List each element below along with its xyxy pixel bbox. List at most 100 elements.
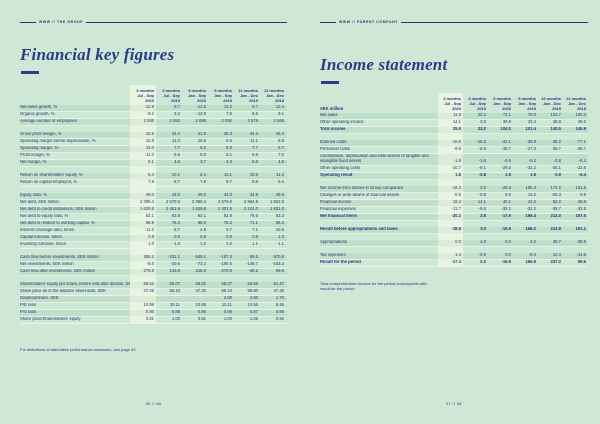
column-header: 9 months Jan - Sep 2020 [188, 88, 206, 103]
column-header: 12 months Jan - Dec 2019 [237, 88, 258, 103]
running-header-left: WWW // THE GROUP [20, 20, 287, 24]
cell: -17.4 [438, 259, 463, 266]
spacer-cell [438, 233, 463, 240]
cell: 1.9 [530, 171, 536, 177]
header-rule [86, 21, 287, 23]
row-spacer [320, 179, 588, 186]
row-label: Profit margin, % [20, 153, 50, 158]
row-spacer [20, 276, 287, 282]
cell: 56.10 [221, 288, 232, 294]
column-header: 12 months Jan - Dec 2018 [565, 96, 586, 111]
cell: 4.3 [226, 159, 232, 165]
cell: 4.0 [480, 238, 486, 244]
cell: 10.1 [171, 172, 180, 178]
cell: -6.4 [578, 171, 586, 177]
cell: 14.1 [438, 119, 463, 126]
table-row: Return on capital employed, % 7.8 8.7 7.8 8.… [20, 179, 287, 187]
cell: 1.00 [223, 316, 232, 322]
cell: 7.7 [174, 145, 180, 151]
key-figures-table: 3 months Jul - Sep 2020 3 months Jul - Sep 20… [20, 85, 287, 324]
cell: 6.7 [174, 227, 180, 233]
cell: 2 964.8 [244, 199, 258, 205]
cell: 7.8 [130, 179, 156, 186]
row-label: Equity ratio, % [20, 193, 47, 198]
cell: -4.6 [503, 157, 511, 163]
cell: 10.1 [223, 172, 232, 178]
row-label: Tax expenses [320, 252, 346, 257]
cell: 7.0 [278, 152, 284, 158]
row-label: Organic growth, % [20, 112, 55, 117]
cell: -10.7 [438, 165, 463, 172]
cell: 104.0 [500, 126, 511, 132]
cell: 40.1 [502, 198, 511, 204]
cell: 2 401.9 [218, 206, 232, 212]
row-label: Return on capital employed, % [20, 180, 78, 185]
cell: 9.1 [278, 111, 284, 117]
running-header-right: WWW // PARENT COMPANY [320, 20, 588, 24]
cell: 0.92 [275, 316, 284, 322]
row-label: Return on shareholders' equity, % [20, 173, 83, 178]
cell: -5.3 [528, 251, 536, 257]
cell: 1.4 [438, 252, 463, 259]
cell: -29.2 [501, 164, 511, 170]
table-row: External costs -10.6 -16.3 -42.1 -38.9 -48.2 -… [320, 139, 588, 147]
cell: 143.8 [169, 268, 180, 274]
table-header: SEK million 3 months Jul - Sep 2020 3 months… [320, 93, 588, 113]
row-label: Appropriations [320, 239, 348, 244]
cell: 49.0 [197, 192, 206, 198]
cell: 13.0 [130, 145, 156, 152]
cell: -10.6 [438, 139, 463, 146]
spacer-cell [130, 249, 156, 255]
cell: -11.7 [438, 206, 463, 213]
cell: 25.9 [438, 126, 463, 133]
row-label: Net debt to credit institutions, SEK mil… [20, 207, 97, 212]
cell: -12.8 [130, 104, 156, 111]
cell: 213.9 [550, 225, 561, 231]
cell: 36.8 [552, 119, 561, 125]
row-label: Total income [320, 127, 346, 132]
cell: -0.8 [478, 171, 486, 177]
cell: -187.3 [220, 254, 232, 260]
cell: 1.9 [505, 171, 511, 177]
row-label: Inventory turnover, times [20, 242, 66, 247]
cell: 0.0 [438, 239, 463, 246]
cell: 7.7 [252, 145, 258, 151]
cell: 1 821.0 [270, 199, 284, 205]
page-title: Financial key figures [20, 45, 175, 64]
table-row: Appropriations 0.0 4.0 0.0 4.0 35.7 -36.9 [320, 238, 588, 247]
cell: -73.3 [196, 261, 206, 267]
cell [156, 296, 182, 302]
cell: 6.8 [252, 152, 258, 158]
cell: 151.1 [575, 225, 586, 231]
running-header-label: WWW // THE GROUP [39, 20, 84, 24]
cell: 7.8 [200, 179, 206, 185]
row-label: Changes in write-downs of financial asse… [320, 192, 400, 197]
row-label: Operating margin, % [20, 146, 59, 151]
cell: 48.6 [275, 192, 284, 198]
spacer-cell [438, 179, 463, 186]
cell: 168.2 [525, 225, 536, 231]
cell: 9.9 [580, 191, 586, 197]
cell: -30.7 [501, 146, 511, 152]
spacer-cell [130, 167, 156, 173]
cell: 99.5 [249, 254, 258, 260]
cell: 56.55 [247, 281, 258, 287]
cell: -20.2 [438, 213, 463, 220]
cell: -9.2 [130, 111, 156, 118]
cell: 10.89 [130, 302, 156, 309]
cell: 13.2 [527, 191, 536, 197]
table-row: Net debt to equity ratio, % 62.1 82.8 62.1 8… [20, 213, 287, 221]
cell: -0.9 [478, 251, 486, 257]
cell: 10.5 [197, 138, 206, 144]
cell: 3.7 [200, 159, 206, 165]
table-row: Shareholders' equity per share, before a… [20, 281, 287, 289]
cell: -49.2 [248, 268, 258, 274]
cell: 8.7 [174, 104, 180, 110]
cell: 0.81 [197, 316, 206, 322]
cell: 9.3 [226, 138, 232, 144]
cell: 12.2 [223, 104, 232, 110]
cell: -163.3 [272, 261, 284, 267]
cell: -15.9 [501, 258, 511, 264]
cell: -5.2 [528, 157, 536, 163]
cell: -38.7 [551, 205, 561, 211]
